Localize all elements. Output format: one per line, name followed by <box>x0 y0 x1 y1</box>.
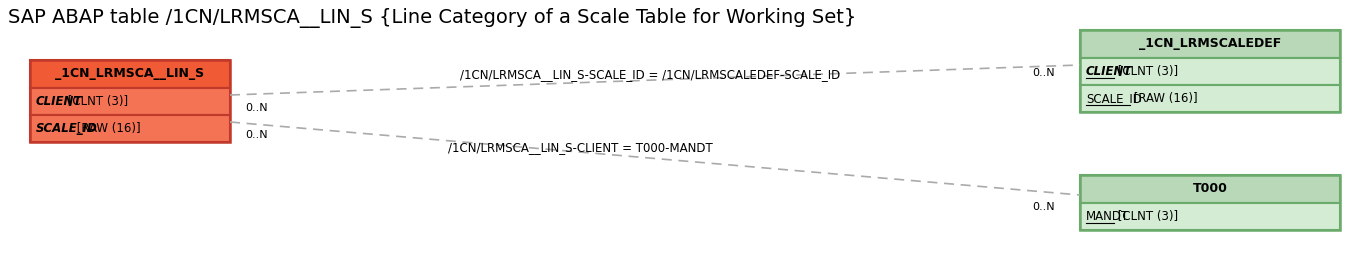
Bar <box>1080 175 1340 203</box>
Text: /1CN/LRMSCA__LIN_S-SCALE_ID = /1CN/LRMSCALEDEF-SCALE_ID: /1CN/LRMSCA__LIN_S-SCALE_ID = /1CN/LRMSC… <box>460 69 840 82</box>
Bar <box>1080 58 1340 85</box>
Text: [CLNT (3)]: [CLNT (3)] <box>1114 210 1178 223</box>
Text: 0..N: 0..N <box>245 130 268 140</box>
Text: [CLNT (3)]: [CLNT (3)] <box>1114 65 1178 78</box>
Text: [RAW (16)]: [RAW (16)] <box>73 122 141 135</box>
Text: SCALE_ID: SCALE_ID <box>1086 92 1142 105</box>
Text: _1CN_LRMSCALEDEF: _1CN_LRMSCALEDEF <box>1138 37 1282 50</box>
Text: SAP ABAP table /1CN/LRMSCA__LIN_S {Line Category of a Scale Table for Working Se: SAP ABAP table /1CN/LRMSCA__LIN_S {Line … <box>8 8 856 28</box>
Text: CLIENT: CLIENT <box>37 95 82 108</box>
Bar <box>30 88 230 115</box>
Text: SCALE_ID: SCALE_ID <box>37 122 97 135</box>
Text: 0..N: 0..N <box>1033 68 1055 78</box>
Bar <box>1080 30 1340 112</box>
Text: 0..N: 0..N <box>1033 202 1055 212</box>
Bar <box>1080 85 1340 112</box>
Text: [RAW (16)]: [RAW (16)] <box>1130 92 1198 105</box>
Text: [CLNT (3)]: [CLNT (3)] <box>64 95 128 108</box>
Bar <box>30 60 230 88</box>
Bar <box>1080 175 1340 230</box>
Text: /1CN/LRMSCA__LIN_S-CLIENT = T000-MANDT: /1CN/LRMSCA__LIN_S-CLIENT = T000-MANDT <box>448 141 713 154</box>
Text: MANDT: MANDT <box>1086 210 1129 223</box>
Bar <box>1080 30 1340 58</box>
Text: 0..N: 0..N <box>245 103 268 113</box>
Text: T000: T000 <box>1192 182 1228 195</box>
Bar <box>30 60 230 142</box>
Bar <box>1080 203 1340 230</box>
Text: CLIENT: CLIENT <box>1086 65 1133 78</box>
Bar <box>30 115 230 142</box>
Text: _1CN_LRMSCA__LIN_S: _1CN_LRMSCA__LIN_S <box>55 67 204 80</box>
